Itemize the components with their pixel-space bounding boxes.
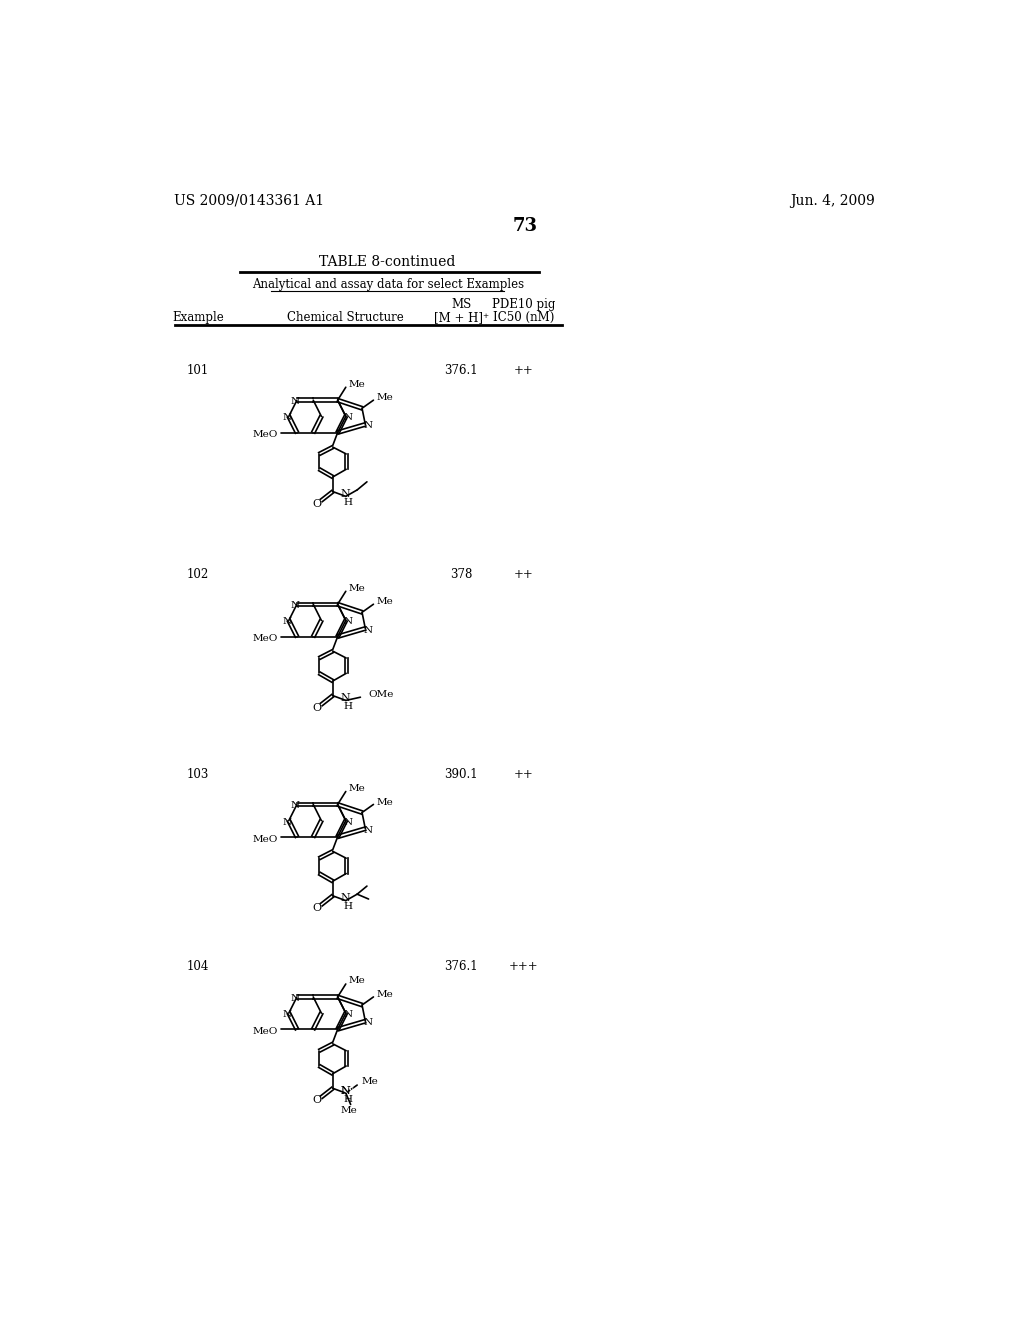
Text: MeO: MeO: [253, 834, 278, 843]
Text: N: N: [283, 413, 292, 422]
Text: IC50 (nM): IC50 (nM): [493, 312, 554, 325]
Text: +++: +++: [509, 961, 538, 973]
Text: N: N: [343, 1010, 352, 1019]
Text: Me: Me: [349, 977, 366, 986]
Text: [M + H]⁺: [M + H]⁺: [434, 312, 488, 325]
Text: Me: Me: [349, 784, 366, 793]
Text: H: H: [344, 702, 352, 711]
Text: N: N: [343, 817, 352, 826]
Text: N: N: [340, 1086, 350, 1096]
Text: 102: 102: [186, 568, 209, 581]
Text: N: N: [364, 626, 373, 635]
Text: N: N: [283, 618, 292, 627]
Text: Chemical Structure: Chemical Structure: [287, 312, 403, 325]
Text: ++: ++: [513, 363, 534, 376]
Text: Me: Me: [377, 797, 393, 807]
Text: N: N: [345, 1085, 354, 1096]
Text: US 2009/0143361 A1: US 2009/0143361 A1: [174, 194, 325, 207]
Text: Me: Me: [377, 598, 393, 606]
Text: N: N: [340, 490, 350, 499]
Text: N: N: [340, 894, 350, 903]
Text: 390.1: 390.1: [444, 768, 478, 781]
Text: ++: ++: [513, 768, 534, 781]
Text: 378: 378: [451, 568, 472, 581]
Text: TABLE 8-continued: TABLE 8-continued: [319, 255, 456, 269]
Text: Me: Me: [377, 990, 393, 999]
Text: N: N: [291, 397, 300, 407]
Text: N: N: [343, 618, 352, 627]
Text: 376.1: 376.1: [444, 363, 478, 376]
Text: N: N: [343, 413, 352, 422]
Text: H: H: [344, 498, 352, 507]
Text: O: O: [312, 903, 322, 912]
Text: MS: MS: [452, 298, 471, 312]
Text: N: N: [283, 817, 292, 826]
Text: N: N: [291, 602, 300, 610]
Text: N: N: [291, 994, 300, 1003]
Text: 73: 73: [512, 218, 538, 235]
Text: H: H: [344, 903, 352, 911]
Text: H: H: [344, 1094, 352, 1104]
Text: Me: Me: [349, 583, 366, 593]
Text: OMe: OMe: [369, 689, 393, 698]
Text: O: O: [312, 1096, 322, 1105]
Text: 103: 103: [186, 768, 209, 781]
Text: 101: 101: [186, 363, 209, 376]
Text: N: N: [364, 826, 373, 834]
Text: Me: Me: [377, 393, 393, 403]
Text: Me: Me: [361, 1077, 379, 1086]
Text: ++: ++: [513, 568, 534, 581]
Text: Me: Me: [341, 1106, 357, 1115]
Text: O: O: [312, 702, 322, 713]
Text: N: N: [340, 693, 350, 704]
Text: Analytical and assay data for select Examples: Analytical and assay data for select Exa…: [252, 279, 523, 292]
Text: Example: Example: [172, 312, 223, 325]
Text: MeO: MeO: [253, 635, 278, 643]
Text: 376.1: 376.1: [444, 961, 478, 973]
Text: 104: 104: [186, 961, 209, 973]
Text: O: O: [312, 499, 322, 508]
Text: MeO: MeO: [253, 1027, 278, 1036]
Text: N: N: [364, 421, 373, 430]
Text: PDE10 pig: PDE10 pig: [492, 298, 555, 312]
Text: Me: Me: [349, 380, 366, 388]
Text: N: N: [283, 1010, 292, 1019]
Text: N: N: [364, 1018, 373, 1027]
Text: N: N: [340, 1086, 350, 1096]
Text: N: N: [291, 801, 300, 810]
Text: Jun. 4, 2009: Jun. 4, 2009: [791, 194, 876, 207]
Text: MeO: MeO: [253, 430, 278, 440]
